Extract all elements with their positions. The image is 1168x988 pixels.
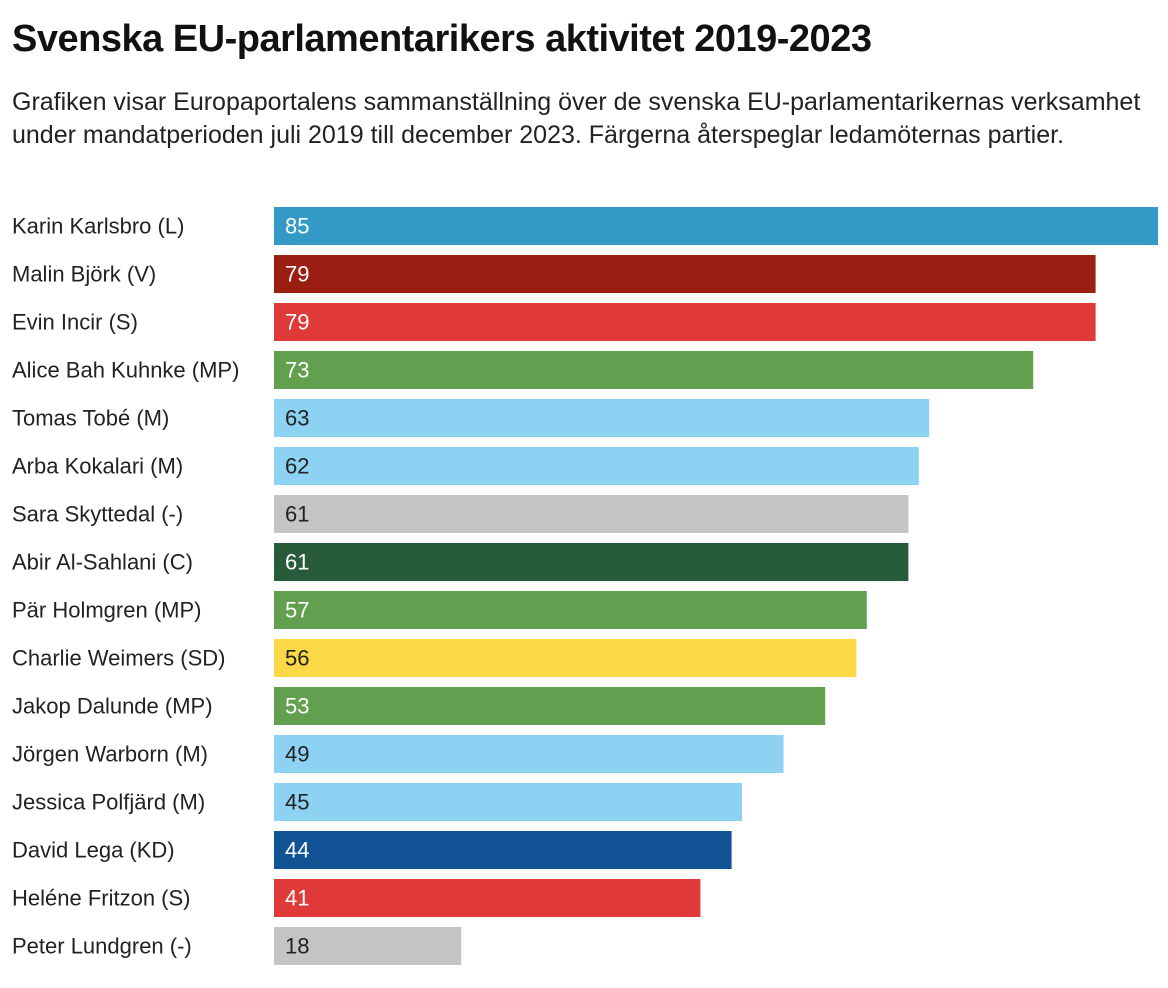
value-label: 61 [285,502,309,527]
value-label: 57 [285,598,309,623]
category-label: Sara Skyttedal (-) [12,502,183,527]
category-label: Jessica Polfjärd (M) [12,790,205,815]
chart-subtitle: Grafiken visar Europaportalens sammanstä… [12,88,1141,149]
bar [274,687,826,725]
category-label: Peter Lundgren (-) [12,934,192,959]
category-label: Evin Incir (S) [12,310,138,335]
value-label: 41 [285,886,309,911]
category-label: Arba Kokalari (M) [12,454,183,479]
bar-row: Abir Al-Sahlani (C) 61 [12,543,909,581]
bar [274,879,701,917]
bar [274,783,742,821]
category-label: Alice Bah Kuhnke (MP) [12,358,239,383]
value-label: 73 [285,358,309,383]
bar-row: Jakop Dalunde (MP) 53 [12,687,826,725]
bar [274,591,867,629]
bar [274,447,919,485]
category-label: Pär Holmgren (MP) [12,598,201,623]
value-label: 79 [285,310,309,335]
category-label: Tomas Tobé (M) [12,406,169,431]
category-label: David Lega (KD) [12,838,175,863]
bar-row: Evin Incir (S) 79 [12,303,1096,341]
bar [274,735,784,773]
bar-row: Heléne Fritzon (S) 41 [12,879,701,917]
category-label: Karin Karlsbro (L) [12,214,184,239]
bar-row: Karin Karlsbro (L) 85 [12,207,1158,245]
bar-row: Arba Kokalari (M) 62 [12,447,919,485]
value-label: 49 [285,742,309,767]
value-label: 45 [285,790,309,815]
value-label: 44 [285,838,309,863]
category-label: Charlie Weimers (SD) [12,646,226,671]
bar-row: David Lega (KD) 44 [12,831,732,869]
bar-row: Tomas Tobé (M) 63 [12,399,930,437]
bar [274,639,857,677]
category-label: Abir Al-Sahlani (C) [12,550,193,575]
value-label: 56 [285,646,309,671]
bar [274,255,1096,293]
bar [274,543,909,581]
bar-row: Peter Lundgren (-) 18 [12,927,462,965]
category-label: Jörgen Warborn (M) [12,742,208,767]
bar [274,495,909,533]
bar [274,351,1034,389]
chart-title: Svenska EU-parlamentarikers aktivitet 20… [12,18,872,60]
bar [274,303,1096,341]
bar-row: Jessica Polfjärd (M) 45 [12,783,742,821]
value-label: 18 [285,934,309,959]
bar [274,927,462,965]
bar [274,207,1158,245]
bar-row: Malin Björk (V) 79 [12,255,1096,293]
value-label: 79 [285,262,309,287]
value-label: 85 [285,214,309,239]
value-label: 53 [285,694,309,719]
category-label: Heléne Fritzon (S) [12,886,191,911]
bar-row: Pär Holmgren (MP) 57 [12,591,867,629]
category-label: Malin Björk (V) [12,262,156,287]
bar [274,831,732,869]
category-label: Jakop Dalunde (MP) [12,694,213,719]
bar-row: Alice Bah Kuhnke (MP) 73 [12,351,1034,389]
bar-row: Jörgen Warborn (M) 49 [12,735,784,773]
value-label: 61 [285,550,309,575]
bar [274,399,930,437]
value-label: 62 [285,454,309,479]
bar-row: Sara Skyttedal (-) 61 [12,495,909,533]
bar-row: Charlie Weimers (SD) 56 [12,639,857,677]
value-label: 63 [285,406,309,431]
